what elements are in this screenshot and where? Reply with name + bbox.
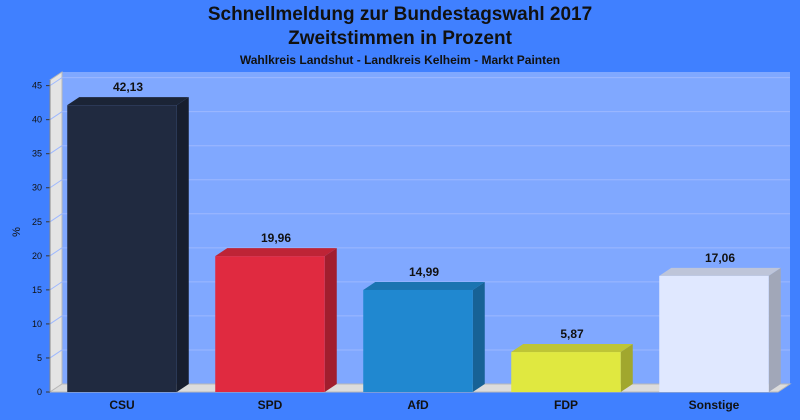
gridline-diag [49,77,63,87]
value-label: 42,13 [113,80,143,94]
y-tick-label: 20 [32,251,42,261]
gridline-diag [49,247,63,257]
gridline-diag [49,213,63,223]
gridline-diag [49,179,63,189]
left-wall [49,71,63,393]
value-label: 19,96 [261,231,291,245]
category-label: FDP [554,398,578,412]
bar-sonstige [659,275,769,392]
value-label: 17,06 [705,251,735,265]
gridline-diag [49,315,63,325]
bar-csu [67,105,177,393]
bar-side [176,97,189,393]
category-label: AfD [407,398,429,412]
y-axis-label: % [11,227,23,237]
gridline-diag [49,111,63,121]
bar-top [659,267,781,276]
y-tick-label: 40 [32,115,42,125]
gridline-diag [49,349,63,359]
category-label: Sonstige [689,398,740,412]
bar-top [363,281,485,290]
bar-side [768,267,781,392]
bar-spd [215,256,325,392]
gridline-diag [49,281,63,291]
bar-side [472,281,485,392]
bar-side [620,344,633,392]
y-tick-label: 0 [37,387,42,397]
bar-top [215,248,337,257]
y-tick-label: 5 [37,353,42,363]
category-label: SPD [258,398,283,412]
bar-top [511,344,633,353]
chart-subtitle: Wahlkreis Landshut - Landkreis Kelheim -… [239,53,561,67]
bar-afd [363,289,473,392]
bar-fdp [511,352,621,392]
bar-side [324,248,337,392]
y-tick-label: 10 [32,319,42,329]
bar-top [67,97,189,106]
y-tick-label: 35 [32,149,42,159]
gridline-diag [49,145,63,155]
y-tick-label: 15 [32,285,42,295]
value-label: 14,99 [409,265,439,279]
y-tick-label: 45 [32,81,42,91]
y-tick-label: 25 [32,217,42,227]
category-label: CSU [109,398,134,412]
chart-title: Schnellmeldung zur Bundestagswahl 2017 [207,4,593,25]
chart-title-line2: Zweitstimmen in Prozent [288,28,512,49]
y-tick-label: 30 [32,183,42,193]
value-label: 5,87 [560,327,584,341]
